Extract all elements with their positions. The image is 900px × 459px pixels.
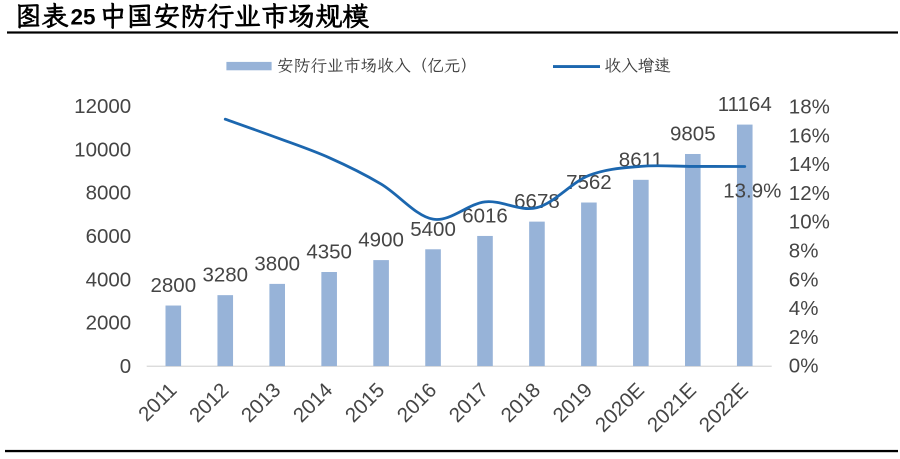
svg-text:4000: 4000	[86, 268, 132, 291]
svg-text:6678: 6678	[514, 190, 560, 213]
svg-text:10000: 10000	[74, 138, 131, 161]
svg-text:14%: 14%	[789, 153, 830, 176]
svg-text:6000: 6000	[86, 225, 132, 248]
svg-text:25: 25	[71, 5, 96, 30]
svg-text:13.9%: 13.9%	[723, 179, 781, 202]
svg-text:6016: 6016	[462, 205, 508, 228]
svg-text:3800: 3800	[254, 252, 300, 275]
svg-text:10%: 10%	[789, 211, 830, 234]
svg-text:2%: 2%	[789, 326, 819, 349]
svg-text:2800: 2800	[150, 274, 196, 297]
svg-text:9805: 9805	[670, 123, 716, 146]
svg-text:0%: 0%	[789, 355, 819, 378]
svg-text:0: 0	[120, 355, 131, 378]
svg-text:4%: 4%	[789, 297, 819, 320]
svg-text:16%: 16%	[789, 124, 830, 147]
svg-text:12000: 12000	[74, 95, 131, 118]
svg-text:7562: 7562	[566, 171, 612, 194]
svg-text:8%: 8%	[789, 240, 819, 263]
svg-text:18%: 18%	[789, 96, 830, 119]
svg-text:3280: 3280	[202, 264, 248, 287]
svg-text:12%: 12%	[789, 182, 830, 205]
svg-text:6%: 6%	[789, 268, 819, 291]
svg-text:4900: 4900	[358, 229, 404, 252]
svg-text:11164: 11164	[718, 93, 772, 116]
svg-text:8000: 8000	[86, 182, 132, 205]
svg-text:4350: 4350	[306, 241, 352, 264]
svg-text:5400: 5400	[410, 218, 456, 241]
svg-text:2000: 2000	[86, 312, 132, 335]
